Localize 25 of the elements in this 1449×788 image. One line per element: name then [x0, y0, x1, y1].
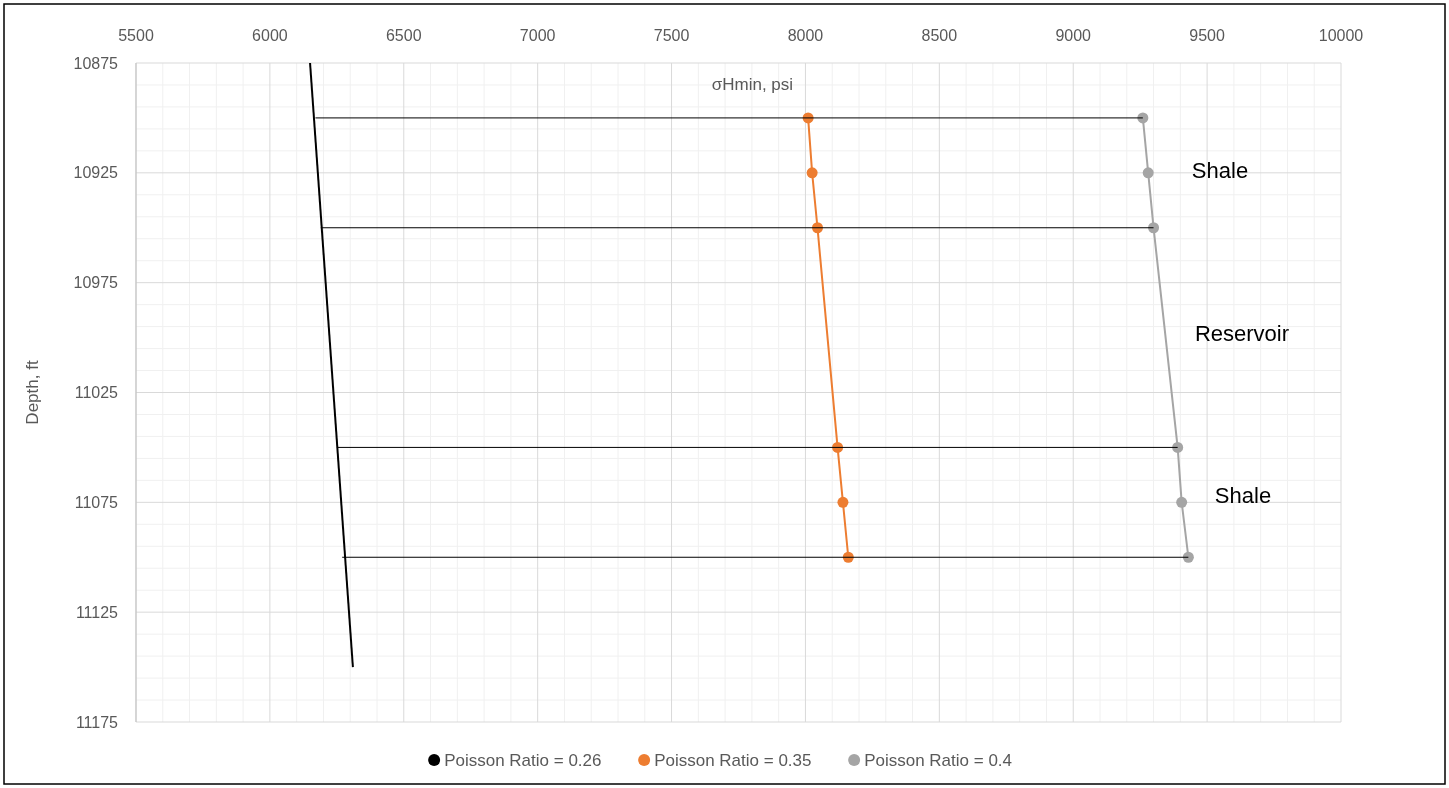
y-tick-label: 10875: [73, 54, 119, 72]
annotation: Shale: [1191, 157, 1249, 183]
legend-label: Poisson Ratio = 0.26: [444, 750, 602, 770]
x-tick-label: 9000: [1055, 27, 1092, 44]
y-tick-label: 10975: [73, 274, 119, 292]
legend-label: Poisson Ratio = 0.35: [654, 750, 812, 770]
y-tick-label: 11025: [74, 384, 119, 402]
x-tick-label: 10000: [1318, 27, 1364, 44]
x-tick-label: 6500: [385, 27, 422, 44]
x-tick-label: 5500: [118, 27, 154, 44]
x-axis-title: σHmin, psi: [711, 75, 794, 94]
x-tick-label: 9500: [1189, 27, 1226, 44]
y-axis-title: Depth, ft: [23, 360, 42, 425]
annotation: Reservoir: [1194, 320, 1290, 346]
legend-label: Poisson Ratio = 0.4: [864, 750, 1013, 770]
x-tick-label: 8000: [787, 27, 824, 44]
y-tick-label: 11075: [74, 493, 119, 511]
x-tick-label: 7000: [519, 27, 556, 44]
x-tick-label: 6000: [252, 27, 288, 44]
y-tick-label: 10925: [73, 164, 119, 182]
x-tick-label: 7500: [653, 27, 690, 44]
y-tick-label: 11125: [75, 603, 119, 621]
y-tick-label: 11175: [75, 713, 119, 731]
x-tick-label: 8500: [921, 27, 958, 44]
annotation: Shale: [1214, 482, 1272, 508]
